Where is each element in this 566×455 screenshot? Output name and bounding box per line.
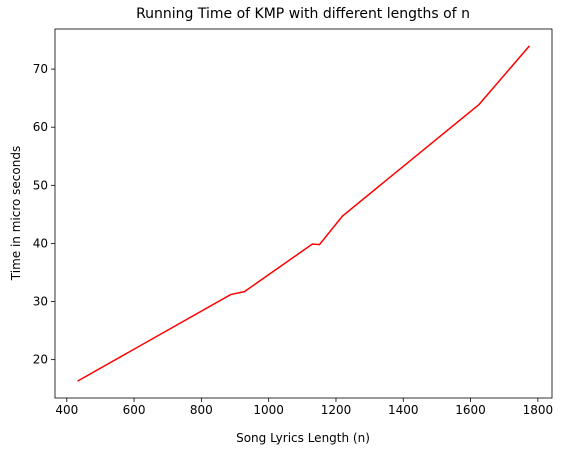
x-tick-label: 800	[190, 403, 213, 417]
y-axis-label: Time in micro seconds	[9, 146, 23, 281]
x-tick-label: 1600	[455, 403, 486, 417]
y-tick-label: 30	[33, 295, 48, 309]
x-tick-label: 1200	[321, 403, 352, 417]
y-tick-label: 20	[33, 353, 48, 367]
x-tick-label: 400	[55, 403, 78, 417]
x-tick-label: 1400	[388, 403, 419, 417]
line	[77, 45, 531, 382]
x-tick-label: 1800	[523, 403, 554, 417]
x-tick-label: 1000	[253, 403, 284, 417]
y-tick-label: 50	[33, 178, 48, 192]
y-tick-label: 60	[33, 120, 48, 134]
plot-frame	[54, 28, 553, 399]
y-tick-label: 70	[33, 62, 48, 76]
chart-title: Running Time of KMP with different lengt…	[136, 6, 470, 22]
y-tick-label: 40	[33, 236, 48, 250]
x-axis-label: Song Lyrics Length (n)	[236, 431, 370, 445]
x-tick-label: 600	[123, 403, 146, 417]
